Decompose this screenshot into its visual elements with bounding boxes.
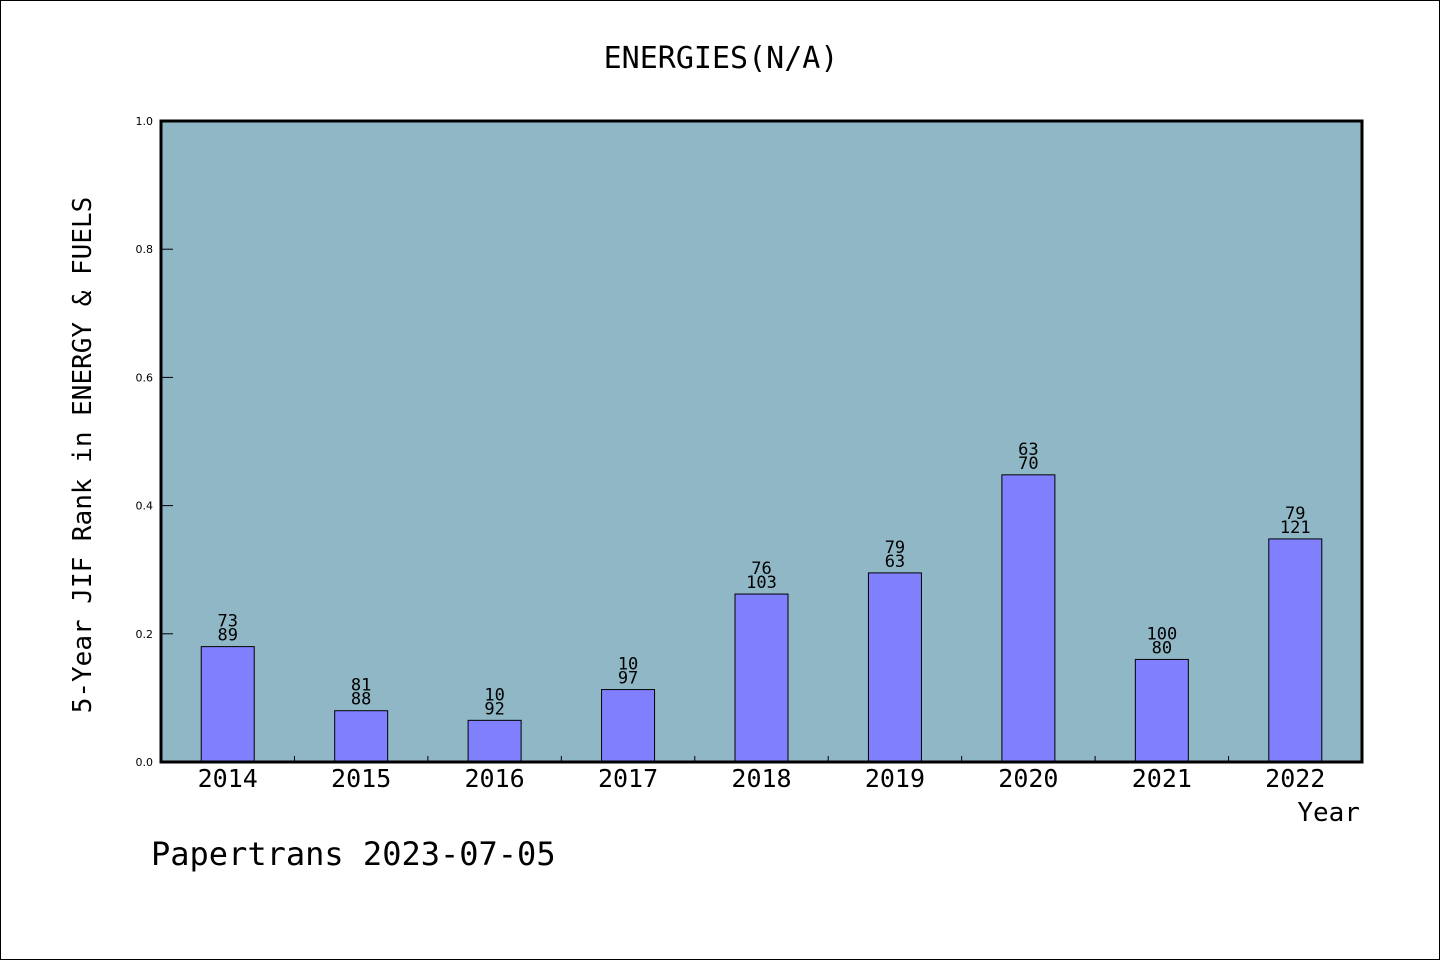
x-tick-label-2015: 2015 bbox=[331, 764, 391, 793]
axis-layer: 2014 2015 2016 2017 2018 2019 2020 2021 2022 0.0 0… bbox=[136, 115, 1326, 793]
bar-label-bottom-2022: 121 bbox=[1280, 518, 1311, 538]
bar-label-top-2015: 81 bbox=[351, 676, 371, 696]
y-tick-label-0.8: 0.8 bbox=[136, 243, 154, 256]
bar-label-bottom-2016: 92 bbox=[484, 699, 504, 719]
x-tick-label-2016: 2016 bbox=[465, 764, 525, 793]
x-tick-label-2022: 2022 bbox=[1265, 764, 1325, 793]
x-tick-label-2017: 2017 bbox=[598, 764, 658, 793]
y-tick-label-1.0: 1.0 bbox=[136, 115, 154, 128]
x-tick-label-2014: 2014 bbox=[198, 764, 258, 793]
x-tick-label-2019: 2019 bbox=[865, 764, 925, 793]
bar-label-top-2014: 73 bbox=[217, 612, 237, 632]
x-tick-label-2021: 2021 bbox=[1132, 764, 1192, 793]
bar-label-bottom-2017: 97 bbox=[618, 669, 638, 689]
bar-2016 bbox=[467, 719, 522, 763]
bar-label-top-2021: 100 bbox=[1146, 624, 1177, 644]
y-tick-label-0.2: 0.2 bbox=[136, 628, 154, 641]
bar-label-top-2020: 63 bbox=[1018, 440, 1038, 460]
bar-label-bottom-2014: 89 bbox=[217, 626, 237, 646]
footer-source: Papertrans 2023-07-05 bbox=[151, 835, 556, 873]
y-tick-label-0.0: 0.0 bbox=[136, 756, 154, 769]
chart-title: ENERGIES(N/A) bbox=[604, 41, 839, 76]
bar-label-top-2022: 79 bbox=[1285, 504, 1305, 524]
bar-label-top-2016: 10 bbox=[484, 685, 504, 705]
x-tick-label-2018: 2018 bbox=[731, 764, 791, 793]
y-tick-label-0.4: 0.4 bbox=[136, 500, 154, 513]
bar-label-top-2018: 76 bbox=[751, 559, 771, 579]
bar-2022 bbox=[1268, 538, 1323, 763]
bar-2019 bbox=[867, 572, 922, 763]
bar-2014 bbox=[200, 646, 255, 763]
bar-2021 bbox=[1134, 658, 1189, 763]
bar-label-bottom-2015: 88 bbox=[351, 690, 371, 710]
bar-2017 bbox=[601, 689, 656, 763]
x-axis-label: Year bbox=[1297, 798, 1360, 828]
bar-label-bottom-2020: 70 bbox=[1018, 454, 1038, 474]
plot-border bbox=[159, 119, 1364, 764]
x-tick-label-2020: 2020 bbox=[998, 764, 1058, 793]
bar-2020 bbox=[1001, 474, 1056, 763]
bar-label-bottom-2019: 63 bbox=[885, 552, 905, 572]
bar-label-bottom-2018: 103 bbox=[746, 573, 777, 593]
bar-2015 bbox=[334, 710, 389, 763]
bar-label-top-2017: 10 bbox=[618, 655, 638, 675]
bar-label-top-2019: 79 bbox=[885, 538, 905, 558]
y-axis-label: 5-Year JIF Rank in ENERGY & FUELS bbox=[68, 197, 98, 714]
bar-2018 bbox=[734, 593, 789, 763]
bar-label-bottom-2021: 80 bbox=[1152, 638, 1172, 658]
y-tick-label-0.6: 0.6 bbox=[136, 371, 154, 384]
